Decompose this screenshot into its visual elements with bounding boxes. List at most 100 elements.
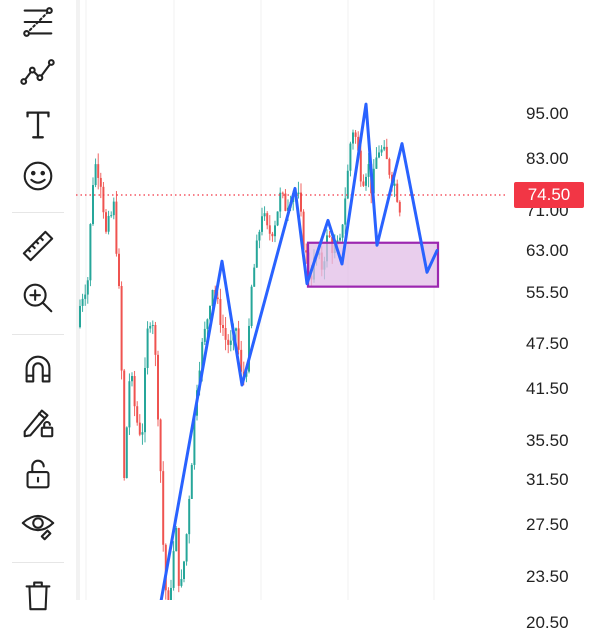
unlock-icon[interactable] xyxy=(14,452,62,496)
price-chart[interactable] xyxy=(76,0,506,620)
candle xyxy=(344,198,347,225)
candle xyxy=(133,376,136,407)
candle xyxy=(268,225,271,234)
candle xyxy=(222,325,224,329)
candle xyxy=(167,590,170,603)
candle xyxy=(175,528,178,552)
price-tick-label: 95.00 xyxy=(526,104,569,124)
candle xyxy=(339,237,341,241)
candle xyxy=(281,192,284,194)
candle xyxy=(86,280,89,295)
candle xyxy=(102,186,105,213)
price-tick-label: 47.50 xyxy=(526,334,569,354)
candle xyxy=(92,185,94,225)
candle xyxy=(367,164,370,177)
candle xyxy=(383,146,386,150)
candle xyxy=(211,289,214,306)
candle xyxy=(365,176,367,186)
candle xyxy=(128,381,131,428)
candle xyxy=(149,326,152,329)
candle xyxy=(118,253,120,287)
candle xyxy=(359,150,362,182)
candle xyxy=(81,298,84,306)
candle xyxy=(193,415,196,465)
candle xyxy=(396,183,399,202)
candle xyxy=(157,354,159,420)
toolbar-divider xyxy=(76,0,80,600)
candle xyxy=(162,471,165,545)
candle xyxy=(357,136,360,151)
candle xyxy=(258,231,261,241)
candle xyxy=(227,339,230,345)
candle xyxy=(188,498,191,535)
drawing-toolbar xyxy=(0,0,76,611)
candle xyxy=(378,152,380,158)
emoji-icon[interactable] xyxy=(14,154,62,198)
price-tick-label: 55.50 xyxy=(526,282,569,302)
candle xyxy=(276,211,279,226)
candle xyxy=(183,561,185,580)
candle xyxy=(354,132,357,137)
candle xyxy=(141,432,144,435)
candle xyxy=(154,325,157,355)
candle xyxy=(274,225,276,237)
fib-retracement-icon[interactable] xyxy=(14,0,62,44)
text-icon[interactable] xyxy=(14,102,62,146)
candle xyxy=(125,427,128,479)
candle xyxy=(398,201,401,213)
candle xyxy=(94,164,97,186)
zigzag-drawing[interactable] xyxy=(156,102,439,620)
candle xyxy=(279,192,282,212)
candle xyxy=(136,406,139,423)
candle xyxy=(151,325,154,327)
candle xyxy=(240,349,243,372)
chart-canvas[interactable] xyxy=(76,0,506,620)
candle xyxy=(107,215,110,232)
candle xyxy=(112,201,115,216)
candle xyxy=(219,299,222,326)
price-tick-label: 27.50 xyxy=(526,515,569,535)
candle xyxy=(115,201,118,254)
candle xyxy=(284,193,287,211)
candle xyxy=(297,192,300,195)
lock-drawing-icon[interactable] xyxy=(14,400,62,444)
candle xyxy=(131,376,133,382)
price-zone-rectangle[interactable] xyxy=(306,241,440,288)
candle xyxy=(253,267,256,287)
candle xyxy=(203,328,206,342)
candle xyxy=(224,328,227,340)
candle xyxy=(352,132,354,144)
candle xyxy=(302,211,305,251)
candle xyxy=(328,235,331,237)
price-tick-label: 83.00 xyxy=(526,149,569,169)
candle xyxy=(305,250,308,253)
candle xyxy=(138,422,141,435)
candle xyxy=(375,157,378,169)
candle xyxy=(237,328,240,350)
price-axis[interactable]: 95.00 83.00 71.00 63.00 55.50 47.50 41.50 35.50… xyxy=(506,0,600,632)
candle xyxy=(261,216,263,232)
trend-line-icon[interactable] xyxy=(14,50,62,94)
price-tick-label: 63.00 xyxy=(526,240,569,260)
candle xyxy=(229,340,232,345)
candle xyxy=(170,587,172,603)
candle xyxy=(144,367,146,433)
candle xyxy=(341,224,344,238)
candle xyxy=(177,528,180,586)
zoom-in-icon[interactable] xyxy=(14,276,62,320)
candle xyxy=(180,579,183,586)
candle xyxy=(185,534,188,562)
price-tick-label: 20.50 xyxy=(526,612,569,632)
candle xyxy=(190,464,193,499)
eye-icon[interactable] xyxy=(14,502,62,546)
candle xyxy=(271,233,274,237)
candle xyxy=(248,325,250,372)
price-tick-label: 35.50 xyxy=(526,430,569,450)
magnet-icon[interactable] xyxy=(14,348,62,392)
candle xyxy=(380,149,383,153)
candle xyxy=(120,286,123,371)
candle xyxy=(209,305,211,320)
ruler-icon[interactable] xyxy=(14,224,62,268)
trash-icon[interactable] xyxy=(14,572,62,616)
candle xyxy=(89,224,92,281)
